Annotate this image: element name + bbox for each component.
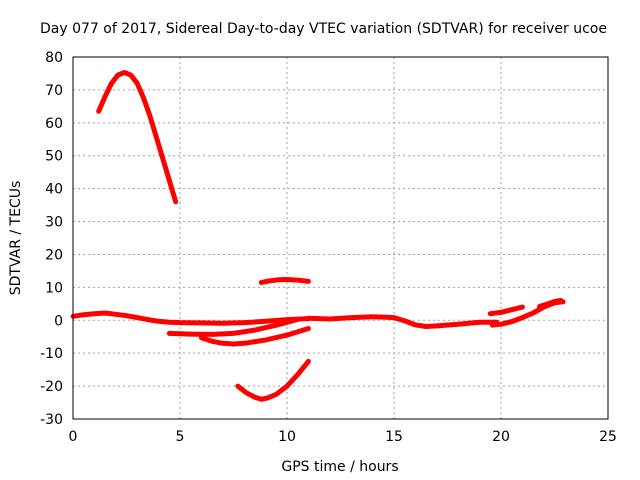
- series-arc-high: [96, 70, 179, 205]
- y-tick-label: 60: [45, 116, 63, 132]
- y-tick-label: 80: [45, 50, 63, 66]
- series-lower-1: [166, 316, 301, 337]
- x-tick-label: 10: [278, 429, 296, 445]
- y-tick-label: -10: [40, 346, 63, 362]
- x-tick-label: 15: [385, 429, 403, 445]
- series-baseline-2: [305, 314, 500, 329]
- y-tick-label: 20: [45, 247, 63, 263]
- x-tick-label: 20: [492, 429, 510, 445]
- series-tail-1: [487, 304, 525, 317]
- y-tick-label: 0: [54, 313, 63, 329]
- y-tick-label: 50: [45, 149, 63, 165]
- series-tail-3: [537, 298, 564, 309]
- y-tick-label: -20: [40, 379, 63, 395]
- y-tick-label: -30: [40, 412, 63, 428]
- y-tick-label: 40: [45, 182, 63, 198]
- data-series: [70, 70, 566, 402]
- series-arc-mid: [258, 277, 311, 285]
- x-tick-label: 5: [176, 429, 185, 445]
- plot-frame: [72, 56, 609, 420]
- x-tick-label: 25: [599, 429, 617, 445]
- tick-labels: 0 5 10 15 20 25 -30 -20 -10 0 10 20 30 40 50 60 70 80: [40, 50, 617, 445]
- series-baseline-1: [70, 310, 311, 326]
- chart-title: Day 077 of 2017, Sidereal Day-to-day VTE…: [40, 21, 607, 37]
- series-lower-2: [198, 326, 311, 347]
- y-tick-label: 70: [45, 83, 63, 99]
- series-arc-low: [235, 358, 311, 402]
- y-tick-label: 30: [45, 215, 63, 231]
- x-tick-label: 0: [69, 429, 78, 445]
- x-axis-title: GPS time / hours: [281, 459, 398, 475]
- grid: [73, 57, 608, 419]
- y-tick-label: 10: [45, 280, 63, 296]
- y-axis-title: SDTVAR / TECUs: [8, 181, 24, 296]
